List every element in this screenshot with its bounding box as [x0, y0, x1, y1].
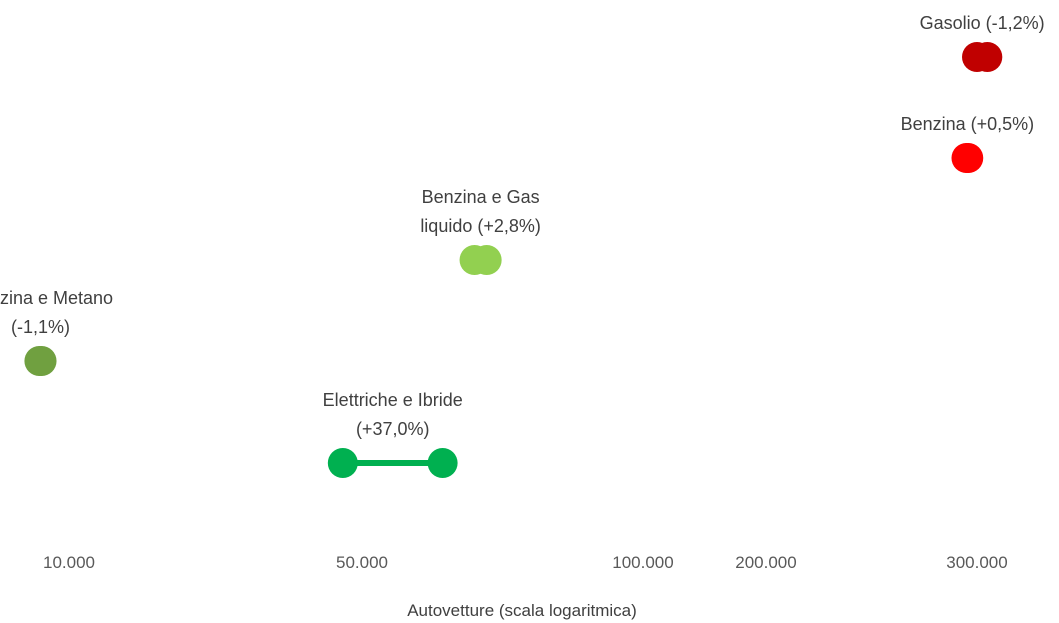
series-label-line: liquido (+2,8%): [420, 216, 541, 236]
x-axis-title: Autovetture (scala logaritmica): [407, 601, 637, 620]
x-tick-label: 50.000: [336, 553, 388, 572]
series-4: Elettriche e Ibride (+37,0%): [323, 390, 463, 478]
series-label-line: (-1,1%): [11, 317, 70, 337]
data-point: [427, 448, 458, 478]
data-point: [972, 42, 1003, 72]
series-label-line: Elettriche e Ibride: [323, 390, 463, 410]
series-label-line: Benzina e Metano: [0, 288, 113, 308]
series-label-line: (+37,0%): [356, 419, 430, 439]
series-3: Benzina e Metano (-1,1%): [0, 288, 113, 376]
series-label: Elettriche e Ibride (+37,0%): [323, 390, 463, 439]
x-axis-ticks: 10.000 50.000 100.000 200.000 300.000: [43, 553, 1008, 572]
series-group: Gasolio (-1,2%) Benzina (+0,5%) Benzina e …: [0, 13, 1045, 478]
series-2: Benzina e Gas liquido (+2,8%): [420, 187, 541, 275]
data-point: [327, 448, 358, 478]
series-label: Gasolio (-1,2%): [920, 13, 1045, 33]
series-label: Benzina e Metano (-1,1%): [0, 288, 113, 337]
series-label: Benzina e Gas liquido (+2,8%): [420, 187, 541, 236]
series-label: Benzina (+0,5%): [901, 114, 1035, 134]
series-1: Benzina (+0,5%): [901, 114, 1035, 173]
series-0: Gasolio (-1,2%): [920, 13, 1045, 72]
series-label-line: Benzina e Gas: [422, 187, 540, 207]
data-point: [471, 245, 502, 275]
x-tick-label: 300.000: [946, 553, 1007, 572]
data-point: [951, 143, 982, 173]
x-tick-label: 10.000: [43, 553, 95, 572]
data-point: [24, 346, 55, 376]
series-label-line: Benzina (+0,5%): [901, 114, 1035, 134]
x-tick-label: 200.000: [735, 553, 796, 572]
x-tick-label: 100.000: [612, 553, 673, 572]
series-label-line: Gasolio (-1,2%): [920, 13, 1045, 33]
